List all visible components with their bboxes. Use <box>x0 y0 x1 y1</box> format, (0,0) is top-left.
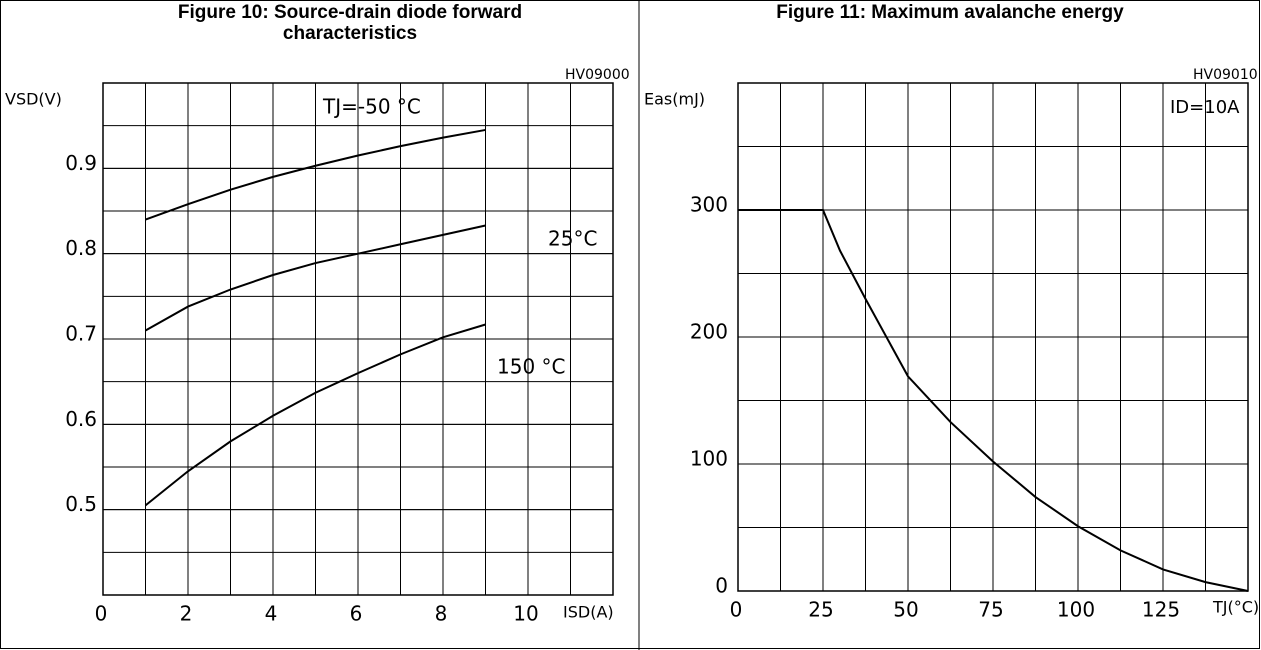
x-axis-label: ISD(A) <box>563 603 614 622</box>
y-tick-label: 0.9 <box>65 151 97 175</box>
y-axis-label: VSD(V) <box>5 90 62 109</box>
y-tick-label: 0 <box>715 574 728 598</box>
y-axis-label: Eas(mJ) <box>644 90 705 109</box>
x-tick-label: 0 <box>730 598 743 622</box>
x-tick-label: 0 <box>95 602 108 626</box>
x-tick-label: 75 <box>978 598 1003 622</box>
series-label: TJ=-50 °C <box>322 95 421 119</box>
x-axis-label: TJ(°C) <box>1212 598 1259 617</box>
series-line <box>144 323 486 507</box>
chart-title: Figure 11: Maximum avalanche energy <box>776 2 1124 23</box>
chart-title: Figure 10: Source-drain diode forward ch… <box>177 2 523 44</box>
x-tick-label: 100 <box>1057 598 1095 622</box>
x-tick-label: 125 <box>1142 598 1180 622</box>
series-line <box>145 224 486 332</box>
x-tick-label: 2 <box>180 602 193 626</box>
y-tick-label: 0.8 <box>65 236 97 260</box>
y-tick-label: 200 <box>690 320 728 344</box>
x-tick-label: 8 <box>435 602 448 626</box>
x-tick-label: 4 <box>265 602 278 626</box>
x-tick-label: 50 <box>893 598 918 622</box>
y-tick-label: 0.6 <box>65 407 97 431</box>
y-tick-label: 0.5 <box>65 492 97 516</box>
series-line <box>738 209 1249 592</box>
figure-code: HV09000 <box>565 67 630 83</box>
x-tick-label: 25 <box>808 598 833 622</box>
annotation: ID=10A <box>1170 97 1240 118</box>
figure-code: HV09010 <box>1193 67 1258 83</box>
y-tick-label: 100 <box>690 447 728 471</box>
series-label: 150 °C <box>497 355 566 379</box>
y-tick-label: 0.7 <box>65 322 97 346</box>
series-line <box>145 128 486 221</box>
x-tick-label: 10 <box>513 602 538 626</box>
y-tick-label: 300 <box>690 193 728 217</box>
x-tick-label: 6 <box>350 602 363 626</box>
series-label: 25°C <box>548 227 597 251</box>
